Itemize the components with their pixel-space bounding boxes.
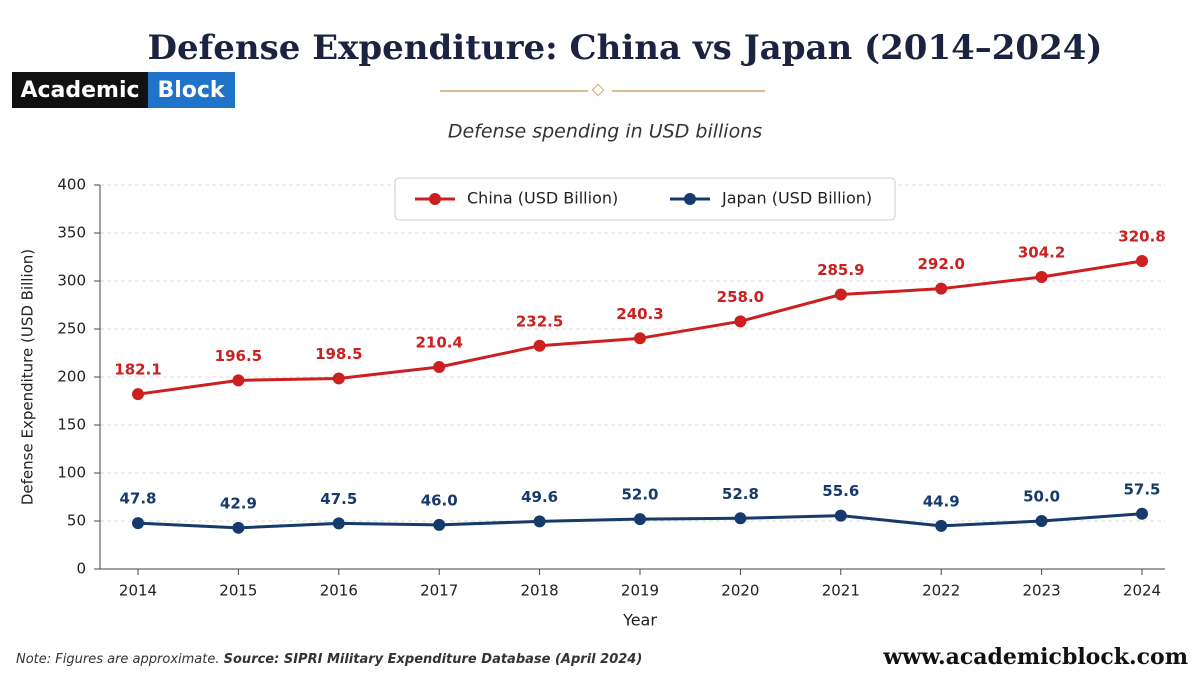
x-tick-label: 2023 xyxy=(1023,582,1061,600)
x-tick-label: 2024 xyxy=(1123,582,1161,600)
subtitle: Defense spending in USD billions xyxy=(448,121,762,143)
logo-right-bg xyxy=(148,72,235,108)
footnote: Note: Figures are approximate. Source: S… xyxy=(16,652,642,667)
data-label: 57.5 xyxy=(1123,480,1160,498)
data-point xyxy=(935,282,948,295)
y-tick-label: 300 xyxy=(57,272,86,290)
y-tick-label: 100 xyxy=(57,464,86,482)
data-label: 320.8 xyxy=(1118,228,1165,246)
data-label: 47.5 xyxy=(320,490,357,508)
x-tick-label: 2015 xyxy=(219,582,257,600)
y-tick-label: 50 xyxy=(67,512,86,530)
legend-label: China (USD Billion) xyxy=(467,189,618,208)
data-point xyxy=(433,361,446,374)
data-label: 47.8 xyxy=(119,490,156,508)
data-label: 50.0 xyxy=(1023,488,1060,506)
x-tick-label: 2021 xyxy=(822,582,860,600)
legend-marker xyxy=(429,193,441,205)
data-label: 304.2 xyxy=(1018,243,1065,261)
legend-marker xyxy=(684,193,696,205)
data-label: 232.5 xyxy=(516,312,563,330)
website: www.academicblock.com xyxy=(882,644,1188,670)
data-point xyxy=(533,339,546,352)
data-point xyxy=(533,515,546,528)
x-tick-label: 2020 xyxy=(721,582,759,600)
data-label: 285.9 xyxy=(817,261,864,279)
data-point xyxy=(935,519,948,532)
chart-title: Defense Expenditure: China vs Japan (201… xyxy=(148,28,1103,68)
legend-box xyxy=(394,177,896,221)
data-point xyxy=(634,513,646,526)
data-point xyxy=(1035,515,1048,527)
x-tick-label: 2022 xyxy=(922,582,960,600)
data-label: 42.9 xyxy=(220,494,257,512)
data-point xyxy=(232,374,245,387)
data-point xyxy=(132,388,144,401)
x-tick-label: 2018 xyxy=(521,582,559,600)
y-tick-label: 250 xyxy=(57,320,86,338)
data-label: 52.8 xyxy=(722,485,759,503)
legend-label: Japan (USD Billion) xyxy=(721,189,872,208)
data-label: 198.5 xyxy=(315,345,362,363)
y-tick-label: 350 xyxy=(57,224,86,242)
x-tick-label: 2016 xyxy=(320,582,358,600)
data-point xyxy=(634,332,646,345)
source: Source: SIPRI Military Expenditure Datab… xyxy=(224,652,643,667)
y-tick-label: 0 xyxy=(76,560,86,578)
logo-left: Academic xyxy=(20,78,139,103)
data-label: 49.6 xyxy=(521,488,558,506)
data-point xyxy=(433,518,446,531)
data-point xyxy=(1136,507,1148,520)
data-label: 258.0 xyxy=(717,288,764,306)
data-point xyxy=(132,517,144,530)
data-label: 240.3 xyxy=(616,305,663,323)
data-point xyxy=(834,288,847,301)
data-point xyxy=(1136,255,1148,268)
data-point xyxy=(734,512,747,525)
divider-ornament xyxy=(591,83,605,97)
y-tick-label: 150 xyxy=(57,416,86,434)
data-point xyxy=(232,521,245,534)
data-point xyxy=(332,372,345,385)
data-label: 52.0 xyxy=(621,486,658,504)
data-label: 46.0 xyxy=(421,491,458,509)
x-tick-label: 2017 xyxy=(420,582,458,600)
data-point xyxy=(332,517,345,530)
data-point xyxy=(734,315,747,328)
x-axis-label: Year xyxy=(622,611,657,630)
logo-right: Block xyxy=(157,78,225,103)
data-label: 196.5 xyxy=(215,347,262,365)
data-label: 55.6 xyxy=(822,482,859,500)
data-label: 292.0 xyxy=(917,255,964,273)
y-tick-label: 200 xyxy=(57,368,86,386)
x-tick-label: 2014 xyxy=(119,582,157,600)
logo-left-bg xyxy=(12,72,148,108)
y-tick-label: 400 xyxy=(57,176,86,194)
data-point xyxy=(834,509,847,522)
note: Note: Figures are approximate. xyxy=(16,652,220,667)
data-label: 44.9 xyxy=(923,492,960,510)
data-point xyxy=(1035,270,1048,283)
data-label: 210.4 xyxy=(415,334,462,352)
data-label: 182.1 xyxy=(114,361,161,379)
y-axis-label: Defense Expenditure (USD Billion) xyxy=(19,249,37,505)
x-tick-label: 2019 xyxy=(621,582,659,600)
